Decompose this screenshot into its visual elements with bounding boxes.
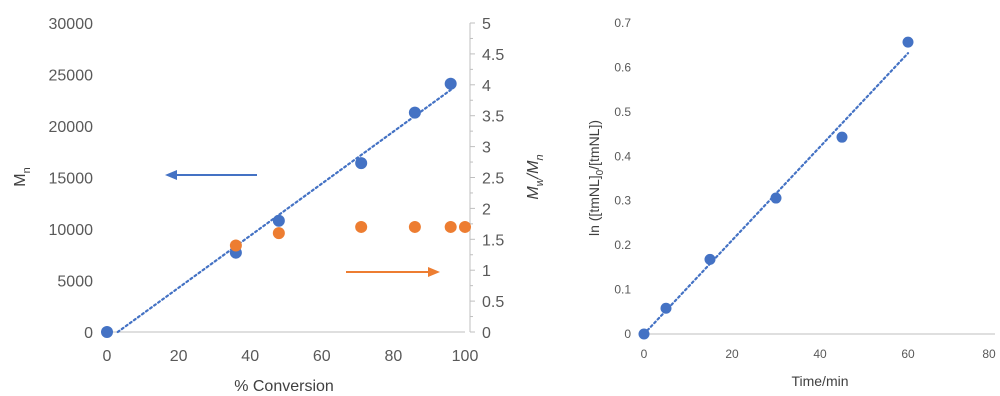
chart1-trendline xyxy=(116,88,452,334)
chart1-right-y-tick-marks xyxy=(470,22,475,333)
chart2-y-axis-title: ln ([tmNL]0/[tmNL]) xyxy=(586,120,606,236)
chart1-right-y-tick-label: 3 xyxy=(482,140,491,157)
chart1-right-y-tick-label: 2 xyxy=(482,201,491,218)
chart-mn-vs-conversion: 0 20 40 60 80 100 050001000015000200002500030… xyxy=(12,16,546,395)
chart1-trendline-segment xyxy=(116,88,452,334)
chart2-data-point xyxy=(770,192,782,204)
chart1-x-tick-labels: 0 20 40 60 80 100 xyxy=(103,348,479,365)
chart-ln-vs-time: 0 20 40 60 80 0 0.1 0.2 0.3 0.4 0.5 0.6 0.7 Time/mi… xyxy=(586,16,996,389)
chart1-left-y-tick-label: 25000 xyxy=(49,68,94,85)
chart1-left-y-tick-label: 15000 xyxy=(49,171,94,188)
chart2-x-tick-label: 0 xyxy=(641,347,648,361)
chart2-data-point xyxy=(638,328,650,340)
chart1-x-axis-title: % Conversion xyxy=(234,378,334,395)
chart1-right-y-tick-label: 2.5 xyxy=(482,171,504,188)
chart1-mn-point xyxy=(355,157,368,170)
chart2-y-tick-label: 0.6 xyxy=(614,60,631,74)
chart1-mn-point xyxy=(408,106,421,119)
chart1-x-tick-label: 80 xyxy=(385,348,403,365)
chart1-right-y-tick-label: 0.5 xyxy=(482,294,504,311)
chart2-data-point xyxy=(902,36,914,48)
chart1-dispersity-point xyxy=(355,220,368,233)
chart1-x-tick-label: 100 xyxy=(452,348,479,365)
chart1-dispersity-point xyxy=(444,220,457,233)
chart2-data-point xyxy=(660,302,672,314)
chart1-left-y-tick-label: 20000 xyxy=(49,119,94,136)
chart2-data-point xyxy=(704,253,716,265)
chart1-dispersity-point xyxy=(229,239,242,252)
chart1-dispersity-point xyxy=(272,227,285,240)
chart1-x-tick-label: 40 xyxy=(241,348,259,365)
chart2-data-points xyxy=(638,36,914,340)
chart2-x-tick-label: 20 xyxy=(725,347,739,361)
chart2-x-axis-title: Time/min xyxy=(791,373,848,389)
chart1-right-y-tick-label: 4.5 xyxy=(482,47,504,64)
chart1-dispersity-point xyxy=(408,220,421,233)
chart2-x-tick-label: 60 xyxy=(901,347,915,361)
chart1-right-y-tick-label: 5 xyxy=(482,16,491,33)
chart2-x-tick-label: 80 xyxy=(982,347,996,361)
chart2-y-tick-labels: 0 0.1 0.2 0.3 0.4 0.5 0.6 0.7 xyxy=(614,16,631,341)
chart1-x-tick-label: 60 xyxy=(313,348,331,365)
chart1-right-y-tick-label: 1.5 xyxy=(482,232,504,249)
chart2-y-tick-label: 0.5 xyxy=(614,105,631,119)
chart1-data-points xyxy=(101,77,471,338)
chart2-y-tick-label: 0.1 xyxy=(614,283,631,297)
chart1-x-tick-label: 0 xyxy=(103,348,112,365)
chart1-left-y-tick-labels: 0 5000 10000 15000 20000 25000 30000 xyxy=(49,16,94,342)
chart1-right-y-tick-label: 0 xyxy=(482,325,491,342)
chart1-left-y-tick-label: 30000 xyxy=(49,16,94,33)
chart1-right-y-tick-labels: 0 0.5 1 1.5 2 2.5 3 3.5 4 4.5 5 xyxy=(482,16,504,342)
chart1-mn-point xyxy=(101,326,113,338)
arrow-right-annotation xyxy=(346,267,440,277)
chart1-left-y-tick-label: 10000 xyxy=(49,222,94,239)
chart1-left-y-axis-title: Mn xyxy=(12,167,33,186)
chart1-right-y-axis-title: Mw/Mn xyxy=(525,154,546,199)
chart2-data-point xyxy=(836,131,848,143)
chart1-x-tick-label: 20 xyxy=(170,348,188,365)
chart1-dispersity-point xyxy=(459,220,471,233)
chart2-y-tick-label: 0.7 xyxy=(614,16,631,30)
chart2-y-tick-label: 0 xyxy=(624,327,631,341)
chart1-left-y-tick-label: 0 xyxy=(84,325,93,342)
chart1-right-y-tick-label: 4 xyxy=(482,78,491,95)
chart1-right-y-tick-label: 1 xyxy=(482,263,491,280)
chart1-mn-point xyxy=(444,77,457,90)
chart1-mn-point xyxy=(272,214,285,227)
chart2-y-tick-label: 0.3 xyxy=(614,194,631,208)
chart2-y-tick-label: 0.4 xyxy=(614,149,631,163)
arrow-left-annotation xyxy=(165,170,257,180)
chart2-x-tick-labels: 0 20 40 60 80 xyxy=(641,347,996,361)
chart1-left-y-tick-label: 5000 xyxy=(57,274,93,291)
chart2-x-tick-label: 40 xyxy=(813,347,827,361)
chart2-y-tick-label: 0.2 xyxy=(614,238,631,252)
chart1-right-y-tick-label: 3.5 xyxy=(482,109,504,126)
